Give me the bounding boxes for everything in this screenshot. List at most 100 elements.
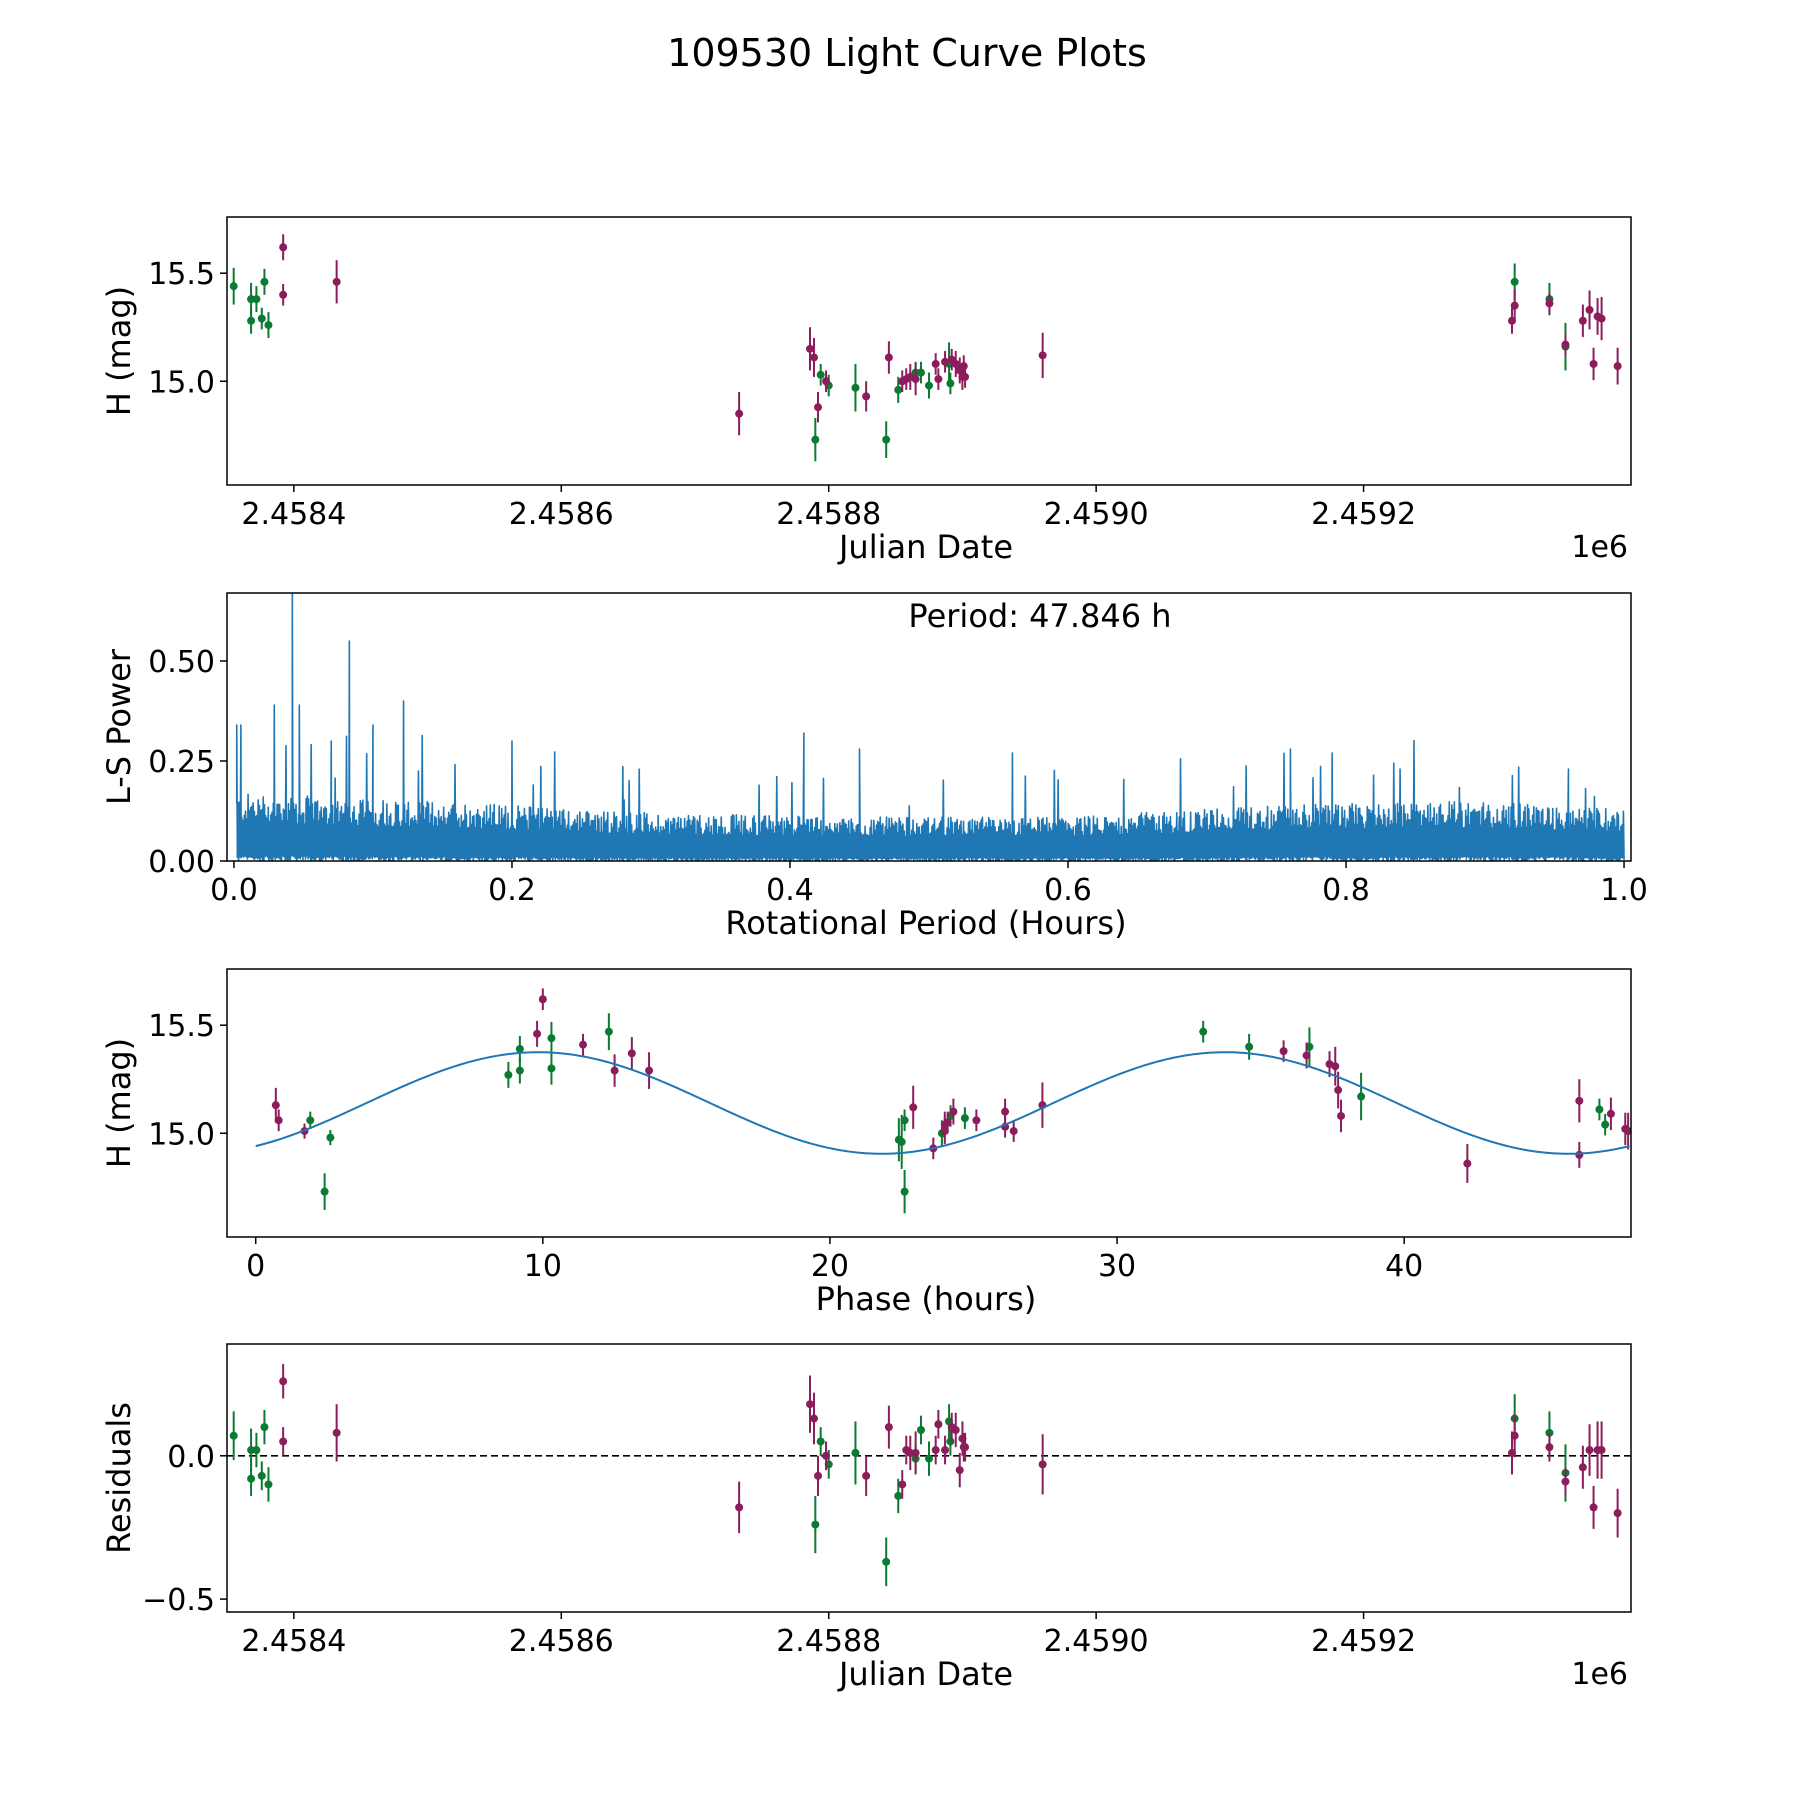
data-point xyxy=(911,375,920,384)
data-point xyxy=(814,1471,823,1480)
data-point xyxy=(916,368,925,377)
periodogram-panel: 0.0 0.2 0.4 0.6 0.8 1.0 0.00 0.25 0.50 Rotationa… xyxy=(100,592,1648,942)
x-tick-label: 2.4588 xyxy=(776,1624,881,1659)
data-point xyxy=(604,1027,613,1036)
lightcurve-offset-label: 1e6 xyxy=(1571,530,1628,565)
x-tick-label: 30 xyxy=(1098,1249,1136,1284)
data-point xyxy=(925,1454,933,1463)
data-point xyxy=(898,1480,907,1489)
y-tick-label: 15.5 xyxy=(148,257,215,292)
lightcurve-panel: 2.4584 2.4586 2.4588 2.4590 2.4592 15.0 15.5 J… xyxy=(100,216,1632,566)
data-point xyxy=(547,1064,556,1073)
plot-area xyxy=(255,988,1631,1214)
periodogram-ticks: 0.0 0.2 0.4 0.6 0.8 1.0 0.00 0.25 0.50 xyxy=(148,645,1648,908)
data-point xyxy=(257,314,266,323)
residuals-axes-frame xyxy=(226,1343,1632,1613)
x-tick-label: 0.8 xyxy=(1322,873,1370,908)
data-point xyxy=(934,375,943,384)
y-tick-label: 15.5 xyxy=(148,1009,215,1044)
data-point xyxy=(627,1049,636,1058)
data-point xyxy=(1589,359,1598,368)
data-point xyxy=(959,362,968,371)
x-tick-label: 1.0 xyxy=(1600,873,1648,908)
data-point xyxy=(260,277,269,286)
data-point xyxy=(909,1103,918,1112)
data-point xyxy=(934,1420,943,1429)
lightcurve-ticks: 2.4584 2.4586 2.4588 2.4590 2.4592 15.0 15.5 xyxy=(148,257,1416,532)
data-point xyxy=(1302,1051,1311,1060)
x-tick-label: 0.2 xyxy=(488,873,536,908)
data-point xyxy=(900,1116,909,1125)
data-point xyxy=(579,1040,588,1049)
data-point xyxy=(533,1029,542,1038)
data-point xyxy=(900,1187,909,1196)
data-point xyxy=(1578,1463,1587,1472)
data-point xyxy=(1009,1127,1018,1136)
data-point xyxy=(811,435,820,444)
data-point xyxy=(1545,1443,1554,1452)
data-point xyxy=(810,1414,819,1423)
x-tick-label: 0 xyxy=(246,1249,265,1284)
data-point xyxy=(257,1471,266,1480)
data-point xyxy=(1624,1127,1631,1136)
y-tick-label: 0.00 xyxy=(148,845,215,880)
data-point xyxy=(949,1107,958,1116)
model-curve xyxy=(255,1051,1630,1155)
data-point xyxy=(229,1431,238,1440)
data-point xyxy=(1575,1096,1584,1105)
plot-area xyxy=(229,1364,1622,1587)
residuals-offset-label: 1e6 xyxy=(1571,1657,1628,1692)
periodogram-axes-frame xyxy=(226,592,1632,862)
residuals-xlabel: Julian Date xyxy=(837,1655,1013,1693)
data-point xyxy=(320,1187,329,1196)
figure-title: 109530 Light Curve Plots xyxy=(667,31,1147,75)
data-point xyxy=(271,1101,280,1110)
phased-ticks: 0 10 20 30 40 15.0 15.5 xyxy=(148,1009,1423,1284)
data-point xyxy=(851,383,860,392)
data-point xyxy=(882,435,891,444)
data-point xyxy=(1038,351,1047,360)
data-point xyxy=(279,290,288,299)
data-point xyxy=(943,1118,952,1127)
phased-axes-frame xyxy=(226,968,1632,1238)
x-tick-label: 2.4590 xyxy=(1044,1624,1149,1659)
data-point xyxy=(326,1133,335,1142)
data-point xyxy=(252,295,261,304)
data-point xyxy=(306,1116,315,1125)
data-point xyxy=(1561,340,1570,349)
data-point xyxy=(1279,1047,1288,1056)
data-point xyxy=(332,1428,341,1437)
x-tick-label: 40 xyxy=(1385,1249,1423,1284)
periodogram-xlabel: Rotational Period (Hours) xyxy=(725,904,1126,942)
x-tick-label: 2.4586 xyxy=(509,497,614,532)
data-point xyxy=(894,385,903,394)
y-tick-label: 0.50 xyxy=(148,645,215,680)
data-point xyxy=(274,1116,283,1125)
data-point xyxy=(1510,1431,1519,1440)
data-point xyxy=(822,377,831,386)
data-point xyxy=(264,321,273,330)
phased-marks xyxy=(255,988,1631,1214)
y-tick-label: 15.0 xyxy=(148,365,215,400)
data-point xyxy=(1589,1503,1598,1512)
data-point xyxy=(1331,1062,1340,1071)
phased-panel: 0 10 20 30 40 15.0 15.5 Phase (hours) H (mag) xyxy=(100,968,1632,1318)
data-point xyxy=(260,1423,269,1432)
x-tick-label: 0.0 xyxy=(210,873,258,908)
data-point xyxy=(1578,316,1587,325)
data-point xyxy=(1613,1509,1622,1518)
data-point xyxy=(1001,1107,1010,1116)
data-point xyxy=(735,409,744,418)
data-point xyxy=(816,370,825,379)
data-point xyxy=(264,1480,273,1489)
data-point xyxy=(538,995,547,1004)
data-point xyxy=(1245,1042,1254,1051)
data-point xyxy=(816,1437,825,1446)
data-point xyxy=(894,1491,903,1500)
data-point xyxy=(1575,1150,1584,1159)
data-point xyxy=(1561,1477,1570,1486)
lightcurve-ylabel: H (mag) xyxy=(100,286,138,416)
residuals-panel: 2.4584 2.4586 2.4588 2.4590 2.4592 −0.5 0.0 Ju… xyxy=(100,1343,1632,1693)
residuals-ticks: 2.4584 2.4586 2.4588 2.4590 2.4592 −0.5 0.0 xyxy=(142,1440,1416,1659)
